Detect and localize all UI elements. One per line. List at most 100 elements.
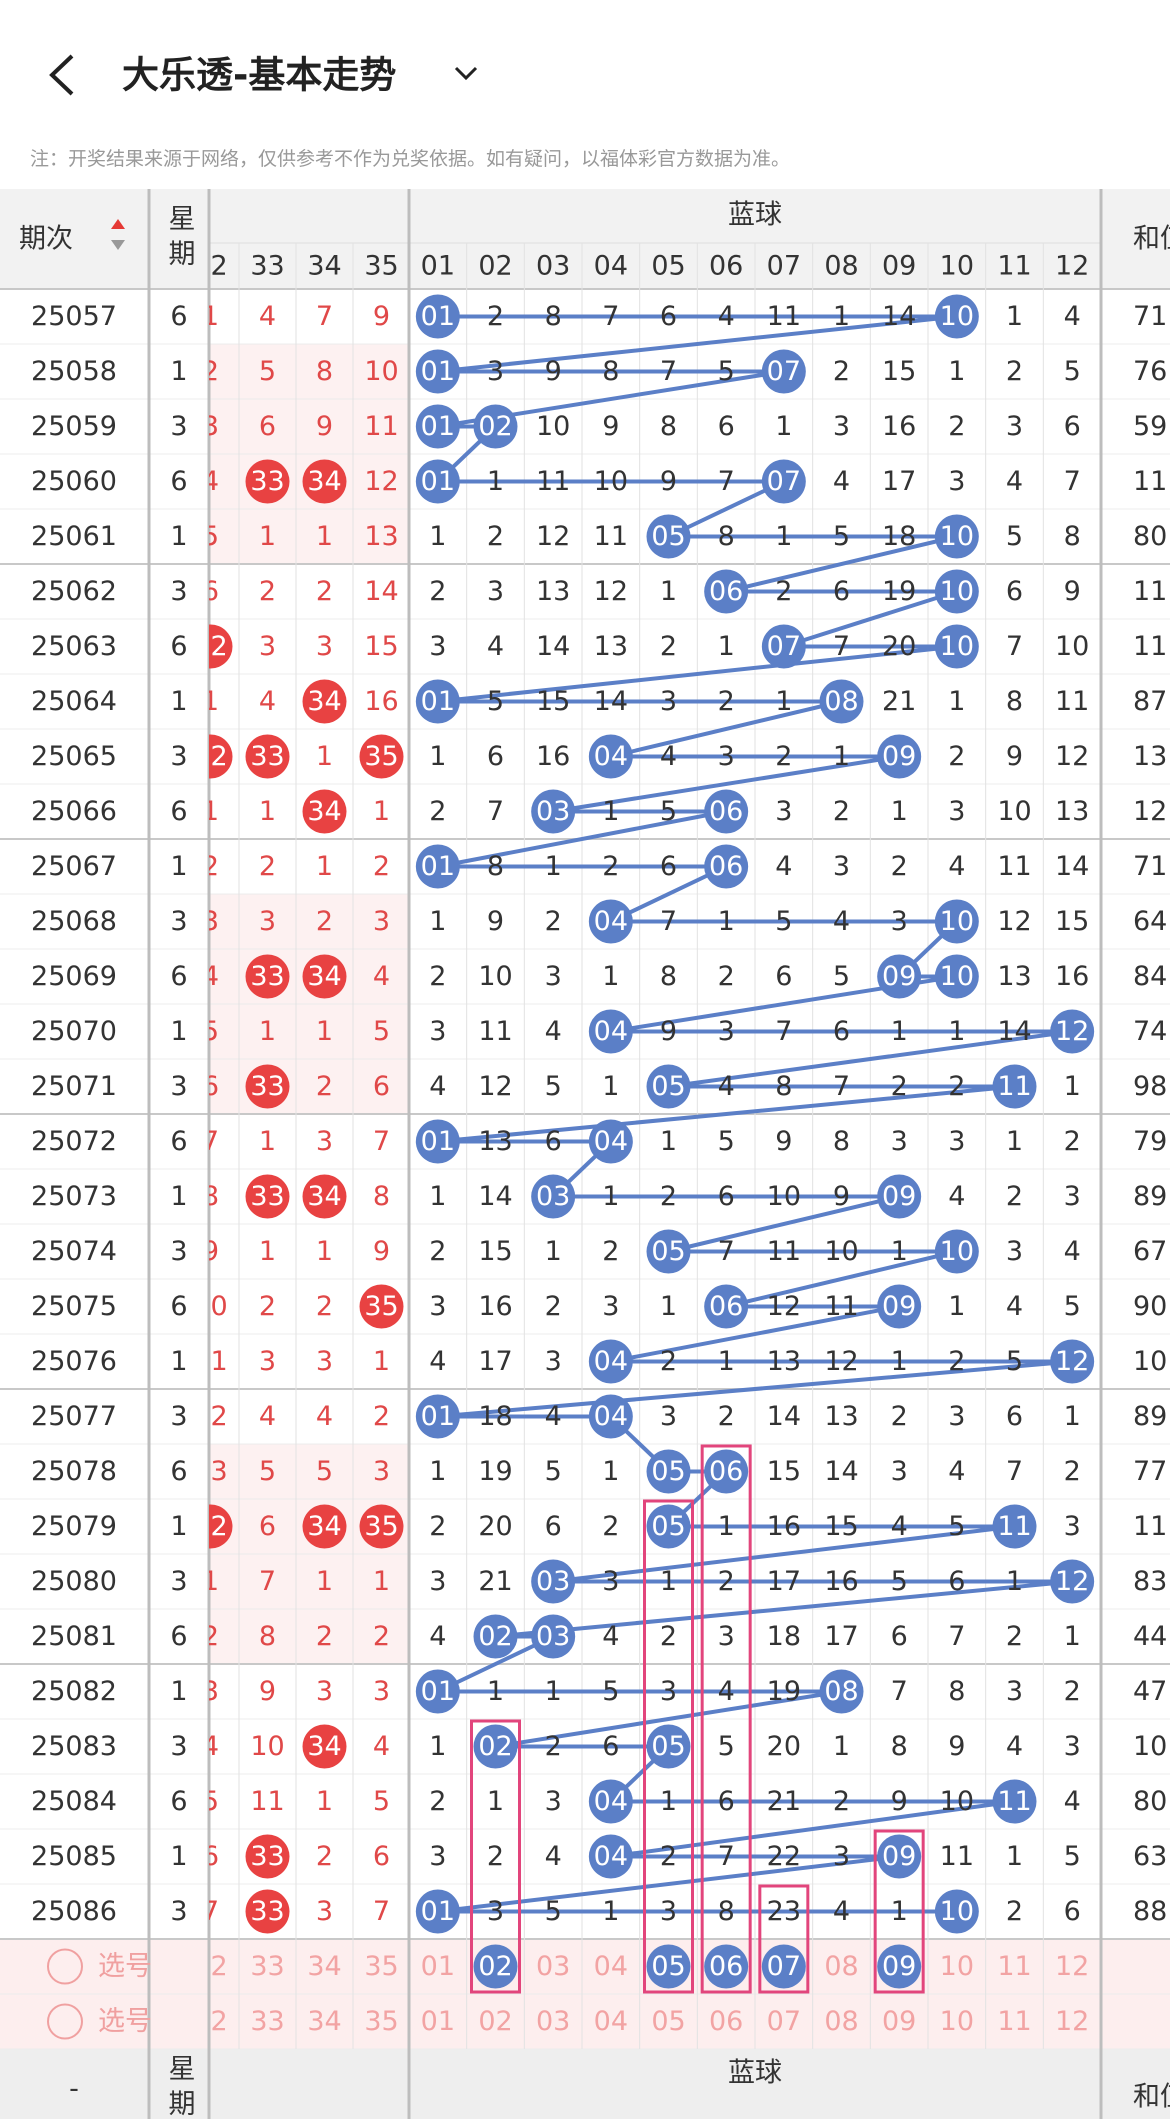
blue-miss-count: 2 xyxy=(718,1401,735,1432)
pick-label: 选号 xyxy=(98,2006,152,2037)
blue-miss-count: 4 xyxy=(833,906,850,937)
title-dropdown[interactable] xyxy=(454,66,478,81)
blue-miss-count: 5 xyxy=(1064,1841,1081,1872)
pick-toggle[interactable] xyxy=(47,2003,83,2040)
pick-blue[interactable]: 11 xyxy=(997,1951,1031,1982)
blue-ball-number: 04 xyxy=(594,1016,628,1047)
blue-miss-count: 9 xyxy=(948,1731,965,1762)
pick-blue[interactable]: 09 xyxy=(882,2006,916,2037)
blue-miss-count: 9 xyxy=(545,356,562,387)
blue-miss-count: 11 xyxy=(536,466,570,497)
red-ball-number: 34 xyxy=(307,796,341,827)
blue-miss-count: 4 xyxy=(1006,1731,1023,1762)
blue-ball xyxy=(588,1779,633,1824)
weekday: 3 xyxy=(170,906,187,937)
blue-miss-count: 2 xyxy=(429,576,446,607)
blue-ball xyxy=(588,1394,633,1439)
red-miss-count: 1 xyxy=(259,521,276,552)
blue-miss-count: 2 xyxy=(660,1621,677,1652)
blue-miss-count: 2 xyxy=(429,796,446,827)
blue-miss-count: 2 xyxy=(660,1346,677,1377)
sum: 12 xyxy=(1133,796,1167,827)
page-title: 大乐透-基本走势 xyxy=(122,54,396,97)
blue-column-label: 12 xyxy=(1055,251,1089,282)
pick-blue[interactable]: 12 xyxy=(1055,2006,1089,2037)
blue-ball-number: 06 xyxy=(709,851,743,882)
pick-blue[interactable]: 03 xyxy=(536,2006,570,2037)
red-miss-count: 3 xyxy=(373,1456,390,1487)
pick-blue[interactable]: 11 xyxy=(997,2006,1031,2037)
blue-miss-count: 6 xyxy=(660,301,677,332)
blue-miss-count: 1 xyxy=(718,1346,735,1377)
pick-blue[interactable]: 08 xyxy=(824,1951,858,1982)
blue-miss-count: 6 xyxy=(775,961,792,992)
blue-miss-count: 1 xyxy=(718,1511,735,1542)
blue-miss-count: 1 xyxy=(891,796,908,827)
red-miss-count: 1 xyxy=(373,1346,390,1377)
pick-blue[interactable]: 03 xyxy=(536,1951,570,1982)
pick-blue[interactable]: 10 xyxy=(940,1951,974,1982)
period: 25084 xyxy=(31,1786,117,1817)
weekday: 3 xyxy=(170,1236,187,1267)
blue-ball-number: 03 xyxy=(536,1181,570,1212)
row-shade xyxy=(209,344,409,399)
pick-blue[interactable]: 04 xyxy=(594,1951,628,1982)
blue-ball-number: 04 xyxy=(594,906,628,937)
sum: 11 xyxy=(1133,576,1167,607)
blue-miss-count: 1 xyxy=(602,1456,619,1487)
period: 25060 xyxy=(31,466,117,497)
red-miss-count: 2 xyxy=(259,851,276,882)
weekday: 3 xyxy=(170,576,187,607)
sort-up xyxy=(111,219,125,229)
pick-blue[interactable]: 07 xyxy=(767,2006,801,2037)
blue-miss-count: 8 xyxy=(718,521,735,552)
blue-miss-count: 7 xyxy=(718,1841,735,1872)
pick-blue[interactable]: 01 xyxy=(421,2006,455,2037)
pick-blue[interactable]: 12 xyxy=(1055,1951,1089,1982)
blue-miss-count: 1 xyxy=(1006,301,1023,332)
blue-miss-count: 9 xyxy=(775,1126,792,1157)
weekday: 3 xyxy=(170,1401,187,1432)
period: 25065 xyxy=(31,741,117,772)
red-miss-count: 2 xyxy=(316,1291,333,1322)
pick-blue[interactable]: 06 xyxy=(709,1951,743,1982)
period-header[interactable]: 期次 xyxy=(19,224,73,255)
period: 25075 xyxy=(31,1291,117,1322)
blue-miss-count: 1 xyxy=(1064,1071,1081,1102)
pick-toggle[interactable] xyxy=(47,1948,83,1985)
blue-miss-count: 6 xyxy=(718,1181,735,1212)
blue-ball xyxy=(646,1724,691,1769)
blue-miss-count: 2 xyxy=(602,851,619,882)
red-ball-number: 32 xyxy=(193,631,227,662)
pick-blue[interactable]: 02 xyxy=(478,1951,512,1982)
blue-ball xyxy=(646,1504,691,1549)
red-miss-count: 4 xyxy=(373,961,390,992)
pick-blue[interactable]: 01 xyxy=(421,1951,455,1982)
blue-miss-count: 10 xyxy=(997,796,1031,827)
pick-blue[interactable]: 09 xyxy=(882,1951,916,1982)
blue-miss-count: 2 xyxy=(948,411,965,442)
red-miss-count: 2 xyxy=(316,1071,333,1102)
pick-blue[interactable]: 05 xyxy=(651,2006,685,2037)
blue-miss-count: 8 xyxy=(602,356,619,387)
pick-blue[interactable]: 07 xyxy=(767,1951,801,1982)
blue-miss-count: 17 xyxy=(478,1346,512,1377)
sum: 80 xyxy=(1133,521,1167,552)
pick-blue[interactable]: 04 xyxy=(594,2006,628,2037)
blue-ball-number: 12 xyxy=(1055,1566,1089,1597)
blue-miss-count: 6 xyxy=(487,741,504,772)
blue-miss-count: 7 xyxy=(891,1676,908,1707)
pick-blue[interactable]: 06 xyxy=(709,2006,743,2037)
pick-blue[interactable]: 10 xyxy=(940,2006,974,2037)
blue-miss-count: 2 xyxy=(660,631,677,662)
blue-miss-count: 10 xyxy=(824,1236,858,1267)
blue-miss-count: 19 xyxy=(478,1456,512,1487)
blue-column-label: 11 xyxy=(997,251,1031,282)
back-button[interactable] xyxy=(49,54,74,96)
pick-blue[interactable]: 08 xyxy=(824,2006,858,2037)
pick-blue[interactable]: 05 xyxy=(651,1951,685,1982)
blue-miss-count: 10 xyxy=(536,411,570,442)
sum: 87 xyxy=(1133,686,1167,717)
blue-miss-count: 1 xyxy=(891,1346,908,1377)
pick-blue[interactable]: 02 xyxy=(478,2006,512,2037)
